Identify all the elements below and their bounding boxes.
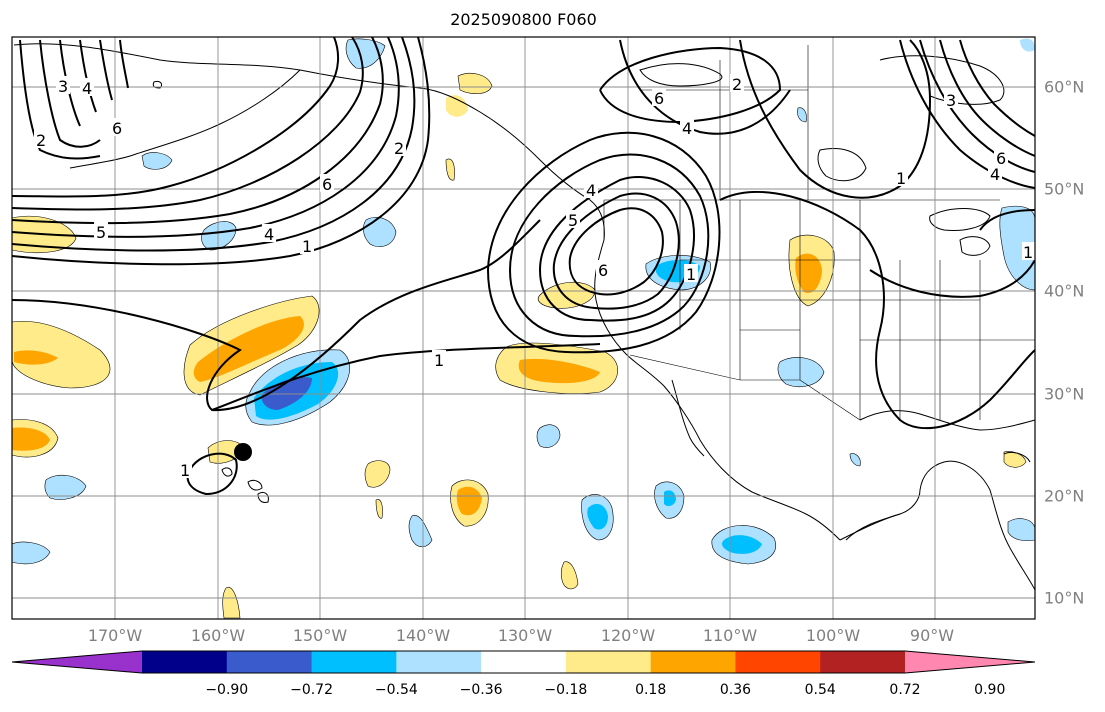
colorbar-tick-label: 0.54 xyxy=(804,682,836,698)
lon-label-140w: 140°W xyxy=(395,626,451,645)
contour-label: 4 xyxy=(682,119,692,138)
lat-label-60n: 60°N xyxy=(1044,77,1085,97)
positive-anomaly xyxy=(12,427,50,451)
lat-label-20n: 20°N xyxy=(1044,486,1085,506)
contour-label: 1 xyxy=(180,461,190,480)
colorbar-extend-low xyxy=(12,651,142,673)
map-frame xyxy=(11,36,1036,620)
negative-anomaly xyxy=(797,107,807,123)
colorbar-tick-label: −0.72 xyxy=(290,682,333,698)
map-title: 2025090800 F060 xyxy=(450,10,597,29)
contour-label: 5 xyxy=(568,211,578,230)
positive-anomaly xyxy=(364,460,391,488)
negative-anomaly xyxy=(664,490,676,507)
positive-anomaly xyxy=(518,358,600,384)
contour-label: 5 xyxy=(96,223,106,242)
positive-anomaly xyxy=(446,95,468,117)
colorbar-tick-label: −0.54 xyxy=(374,682,418,698)
contour-label: 6 xyxy=(112,119,122,138)
negative-anomaly xyxy=(587,503,608,530)
positive-anomaly xyxy=(14,350,58,365)
negative-anomaly xyxy=(363,217,397,247)
positive-anomaly xyxy=(456,486,482,516)
contour-label: 2 xyxy=(36,131,46,150)
lon-label-160w: 160°W xyxy=(190,626,246,645)
contour-label: 4 xyxy=(82,79,92,98)
colorbar xyxy=(11,650,1036,674)
negative-anomaly xyxy=(1007,518,1035,542)
positive-anomaly xyxy=(12,320,111,389)
lon-label-110w: 110°W xyxy=(702,626,758,645)
positive-anomaly xyxy=(560,561,579,590)
positive-anomaly xyxy=(795,253,822,294)
colorbar-tick-label: 0.18 xyxy=(635,682,667,698)
positive-anomaly xyxy=(375,499,383,519)
colorbar-extend-high xyxy=(905,651,1035,673)
lat-label-10n: 10°N xyxy=(1044,588,1085,608)
colorbar-tick-label: 0.72 xyxy=(889,682,921,698)
positive-anomaly xyxy=(457,73,493,94)
colorbar-outline xyxy=(11,650,1036,674)
lon-label-120w: 120°W xyxy=(600,626,656,645)
contour-label: 2 xyxy=(394,139,404,158)
contour-label: 4 xyxy=(264,225,274,244)
contour-label: 3 xyxy=(946,91,956,110)
negative-anomaly xyxy=(44,474,87,500)
lon-label-130w: 130°W xyxy=(497,626,553,645)
contour-label: 6 xyxy=(598,261,608,280)
colorbar-segment xyxy=(650,651,736,673)
contour-label: 2 xyxy=(732,75,742,94)
lon-label-90w: 90°W xyxy=(909,626,955,645)
lat-label-50n: 50°N xyxy=(1044,179,1085,199)
contour-label: 1 xyxy=(686,265,696,284)
contour-label-group: 3 4 2 6 1 5 4 1 2 1 6 4 5 6 xyxy=(34,74,1035,480)
contour-label: 3 xyxy=(58,77,68,96)
colorbar-segment xyxy=(311,651,397,673)
contour-label: 1 xyxy=(1023,243,1033,262)
negative-anomaly xyxy=(722,535,762,554)
contour-lines xyxy=(12,37,1035,496)
contour-label: 6 xyxy=(322,175,332,194)
positive-anomaly xyxy=(445,158,455,181)
lat-label-40n: 40°N xyxy=(1044,281,1085,301)
positive-anomaly xyxy=(222,586,241,619)
negative-anomaly xyxy=(1020,38,1035,52)
negative-anomaly xyxy=(141,152,173,170)
contour-label: 1 xyxy=(302,237,312,256)
lon-label-150w: 150°W xyxy=(292,626,348,645)
colorbar-tick-label: −0.18 xyxy=(544,682,588,698)
contour-label: 4 xyxy=(990,165,1000,184)
colorbar-segment xyxy=(820,651,906,673)
negative-anomaly xyxy=(536,424,561,448)
negative-anomaly xyxy=(261,376,312,410)
contour-label: 6 xyxy=(996,149,1006,168)
lon-label-170w: 170°W xyxy=(87,626,143,645)
colorbar-segment xyxy=(226,651,313,673)
contour-label: 6 xyxy=(654,89,664,108)
contour-label: 4 xyxy=(586,181,596,200)
colorbar-tick-label: 0.90 xyxy=(974,682,1006,698)
colorbar-tick-label: 0.36 xyxy=(719,682,752,698)
negative-anomaly xyxy=(12,541,51,565)
negative-anomaly xyxy=(999,205,1035,291)
colorbar-segment xyxy=(565,651,652,673)
contour-label: 1 xyxy=(434,351,444,370)
coastlines xyxy=(13,43,1035,591)
lon-label-100w: 100°W xyxy=(805,626,861,645)
storm-center-marker xyxy=(234,443,252,461)
colorbar-tick-label: −0.36 xyxy=(459,682,503,698)
negative-anomaly xyxy=(201,221,237,251)
colorbar-segment xyxy=(735,651,821,673)
borders xyxy=(603,45,1035,421)
colorbar-segment xyxy=(396,651,482,673)
colorbar-segment xyxy=(142,651,228,673)
colorbar-tick-label: −0.90 xyxy=(205,682,249,698)
negative-anomaly xyxy=(849,453,861,467)
colorbar-segment xyxy=(481,651,567,673)
graticule xyxy=(12,37,1035,619)
contour-label: 1 xyxy=(896,169,906,188)
lat-label-30n: 30°N xyxy=(1044,384,1085,404)
positive-anomaly xyxy=(537,281,596,309)
